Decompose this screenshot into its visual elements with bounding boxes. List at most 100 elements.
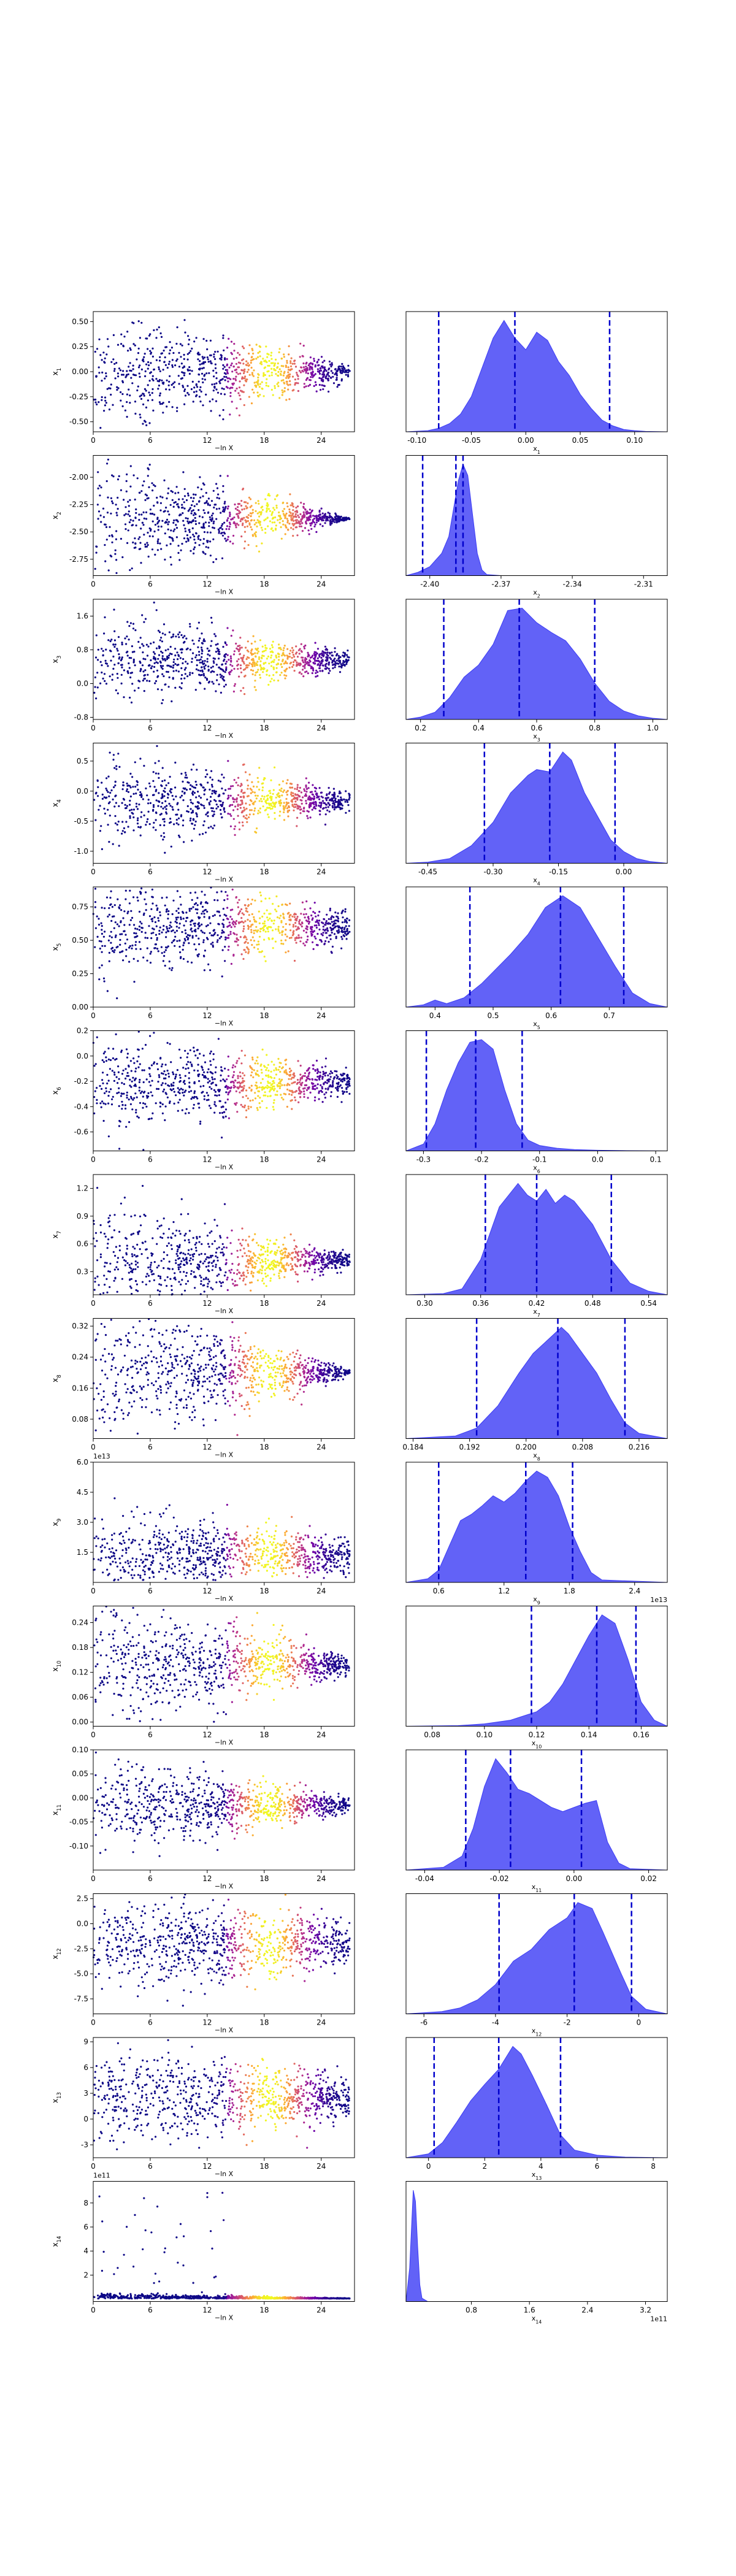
trace-point	[326, 648, 329, 651]
trace-point	[326, 1082, 329, 1084]
trace-point	[267, 385, 270, 388]
trace-point	[158, 368, 160, 370]
trace-point	[310, 527, 313, 531]
trace-point	[135, 512, 137, 515]
trace-point	[180, 772, 183, 775]
trace-point	[194, 948, 197, 951]
trace-point	[306, 815, 309, 817]
trace-point	[280, 537, 283, 540]
trace-point	[239, 503, 241, 505]
trace-point	[231, 401, 233, 403]
trace-point	[237, 366, 240, 369]
trace-point	[193, 497, 195, 499]
trace-point	[179, 957, 182, 959]
trace-point	[156, 669, 159, 672]
trace-point	[237, 351, 239, 355]
trace-point	[183, 388, 186, 391]
trace-point	[110, 361, 113, 363]
trace-point	[203, 1071, 205, 1073]
trace-point	[96, 935, 99, 938]
trace-point	[311, 672, 313, 675]
trace-point	[230, 926, 232, 929]
trace-point	[148, 422, 151, 424]
trace-point	[253, 523, 256, 526]
trace-point	[297, 516, 301, 518]
trace-point	[261, 508, 264, 512]
trace-point	[136, 1096, 138, 1098]
trace-point	[285, 951, 287, 954]
trace-point	[172, 1084, 175, 1087]
trace-point	[111, 474, 113, 477]
trace-point	[236, 1102, 238, 1104]
trace-point	[180, 362, 183, 365]
trace-point	[261, 381, 263, 383]
trace-point	[226, 371, 229, 374]
trace-point	[206, 531, 209, 534]
trace-point	[231, 908, 234, 911]
trace-point	[142, 358, 144, 361]
trace-point	[202, 551, 205, 554]
trace-point	[318, 518, 320, 521]
trace-point	[214, 351, 217, 353]
trace-point	[334, 919, 337, 922]
trace-point	[263, 372, 265, 374]
trace-point	[175, 795, 177, 798]
trace-point	[203, 793, 205, 795]
trace-point	[198, 353, 201, 356]
trace-point	[99, 661, 102, 663]
trace-point	[150, 937, 153, 940]
trace-point	[180, 356, 182, 358]
trace-point	[294, 366, 297, 368]
trace-point	[164, 659, 167, 662]
trace-point	[163, 510, 165, 513]
trace-point	[253, 916, 255, 918]
trace-point	[150, 908, 153, 910]
trace-point	[221, 523, 224, 526]
trace-point	[322, 380, 324, 383]
trace-point	[204, 660, 206, 662]
trace-point	[129, 402, 131, 404]
trace-point	[146, 542, 148, 544]
trace-point	[329, 1070, 332, 1073]
trace-point	[240, 791, 243, 793]
trace-point	[215, 483, 218, 485]
trace-point	[186, 805, 189, 807]
trace-point	[147, 468, 150, 470]
trace-point	[305, 913, 307, 915]
trace-point	[250, 402, 253, 405]
trace-point	[218, 657, 220, 660]
trace-point	[250, 903, 253, 905]
trace-point	[151, 489, 154, 492]
posterior-x-tick-label: 0.6	[531, 724, 542, 732]
trace-point	[144, 353, 146, 355]
trace-point	[260, 927, 263, 930]
trace-point	[101, 945, 104, 947]
trace-point	[104, 616, 106, 619]
trace-point	[234, 926, 236, 928]
trace-point	[291, 1094, 293, 1096]
trace-point	[221, 675, 223, 677]
trace-point	[212, 683, 215, 685]
trace-point	[304, 657, 307, 659]
trace-point	[180, 687, 183, 689]
trace-point	[232, 800, 235, 803]
trace-point	[107, 458, 109, 461]
trace-point	[258, 511, 261, 513]
trace-point	[313, 525, 316, 528]
trace-point	[105, 1056, 107, 1059]
trace-point	[94, 656, 98, 659]
trace-point	[247, 926, 250, 928]
trace-point	[107, 665, 109, 667]
trace-point	[174, 648, 177, 650]
trace-point	[279, 674, 282, 677]
trace-point	[278, 802, 281, 805]
trace-point	[187, 540, 190, 542]
trace-point	[251, 528, 253, 531]
trace-point	[332, 795, 335, 797]
trace-point	[260, 512, 263, 515]
trace-point	[124, 803, 126, 806]
trace-point	[98, 485, 101, 487]
trace-point	[204, 677, 207, 679]
trace-point	[309, 508, 311, 511]
trace-point	[208, 525, 210, 527]
